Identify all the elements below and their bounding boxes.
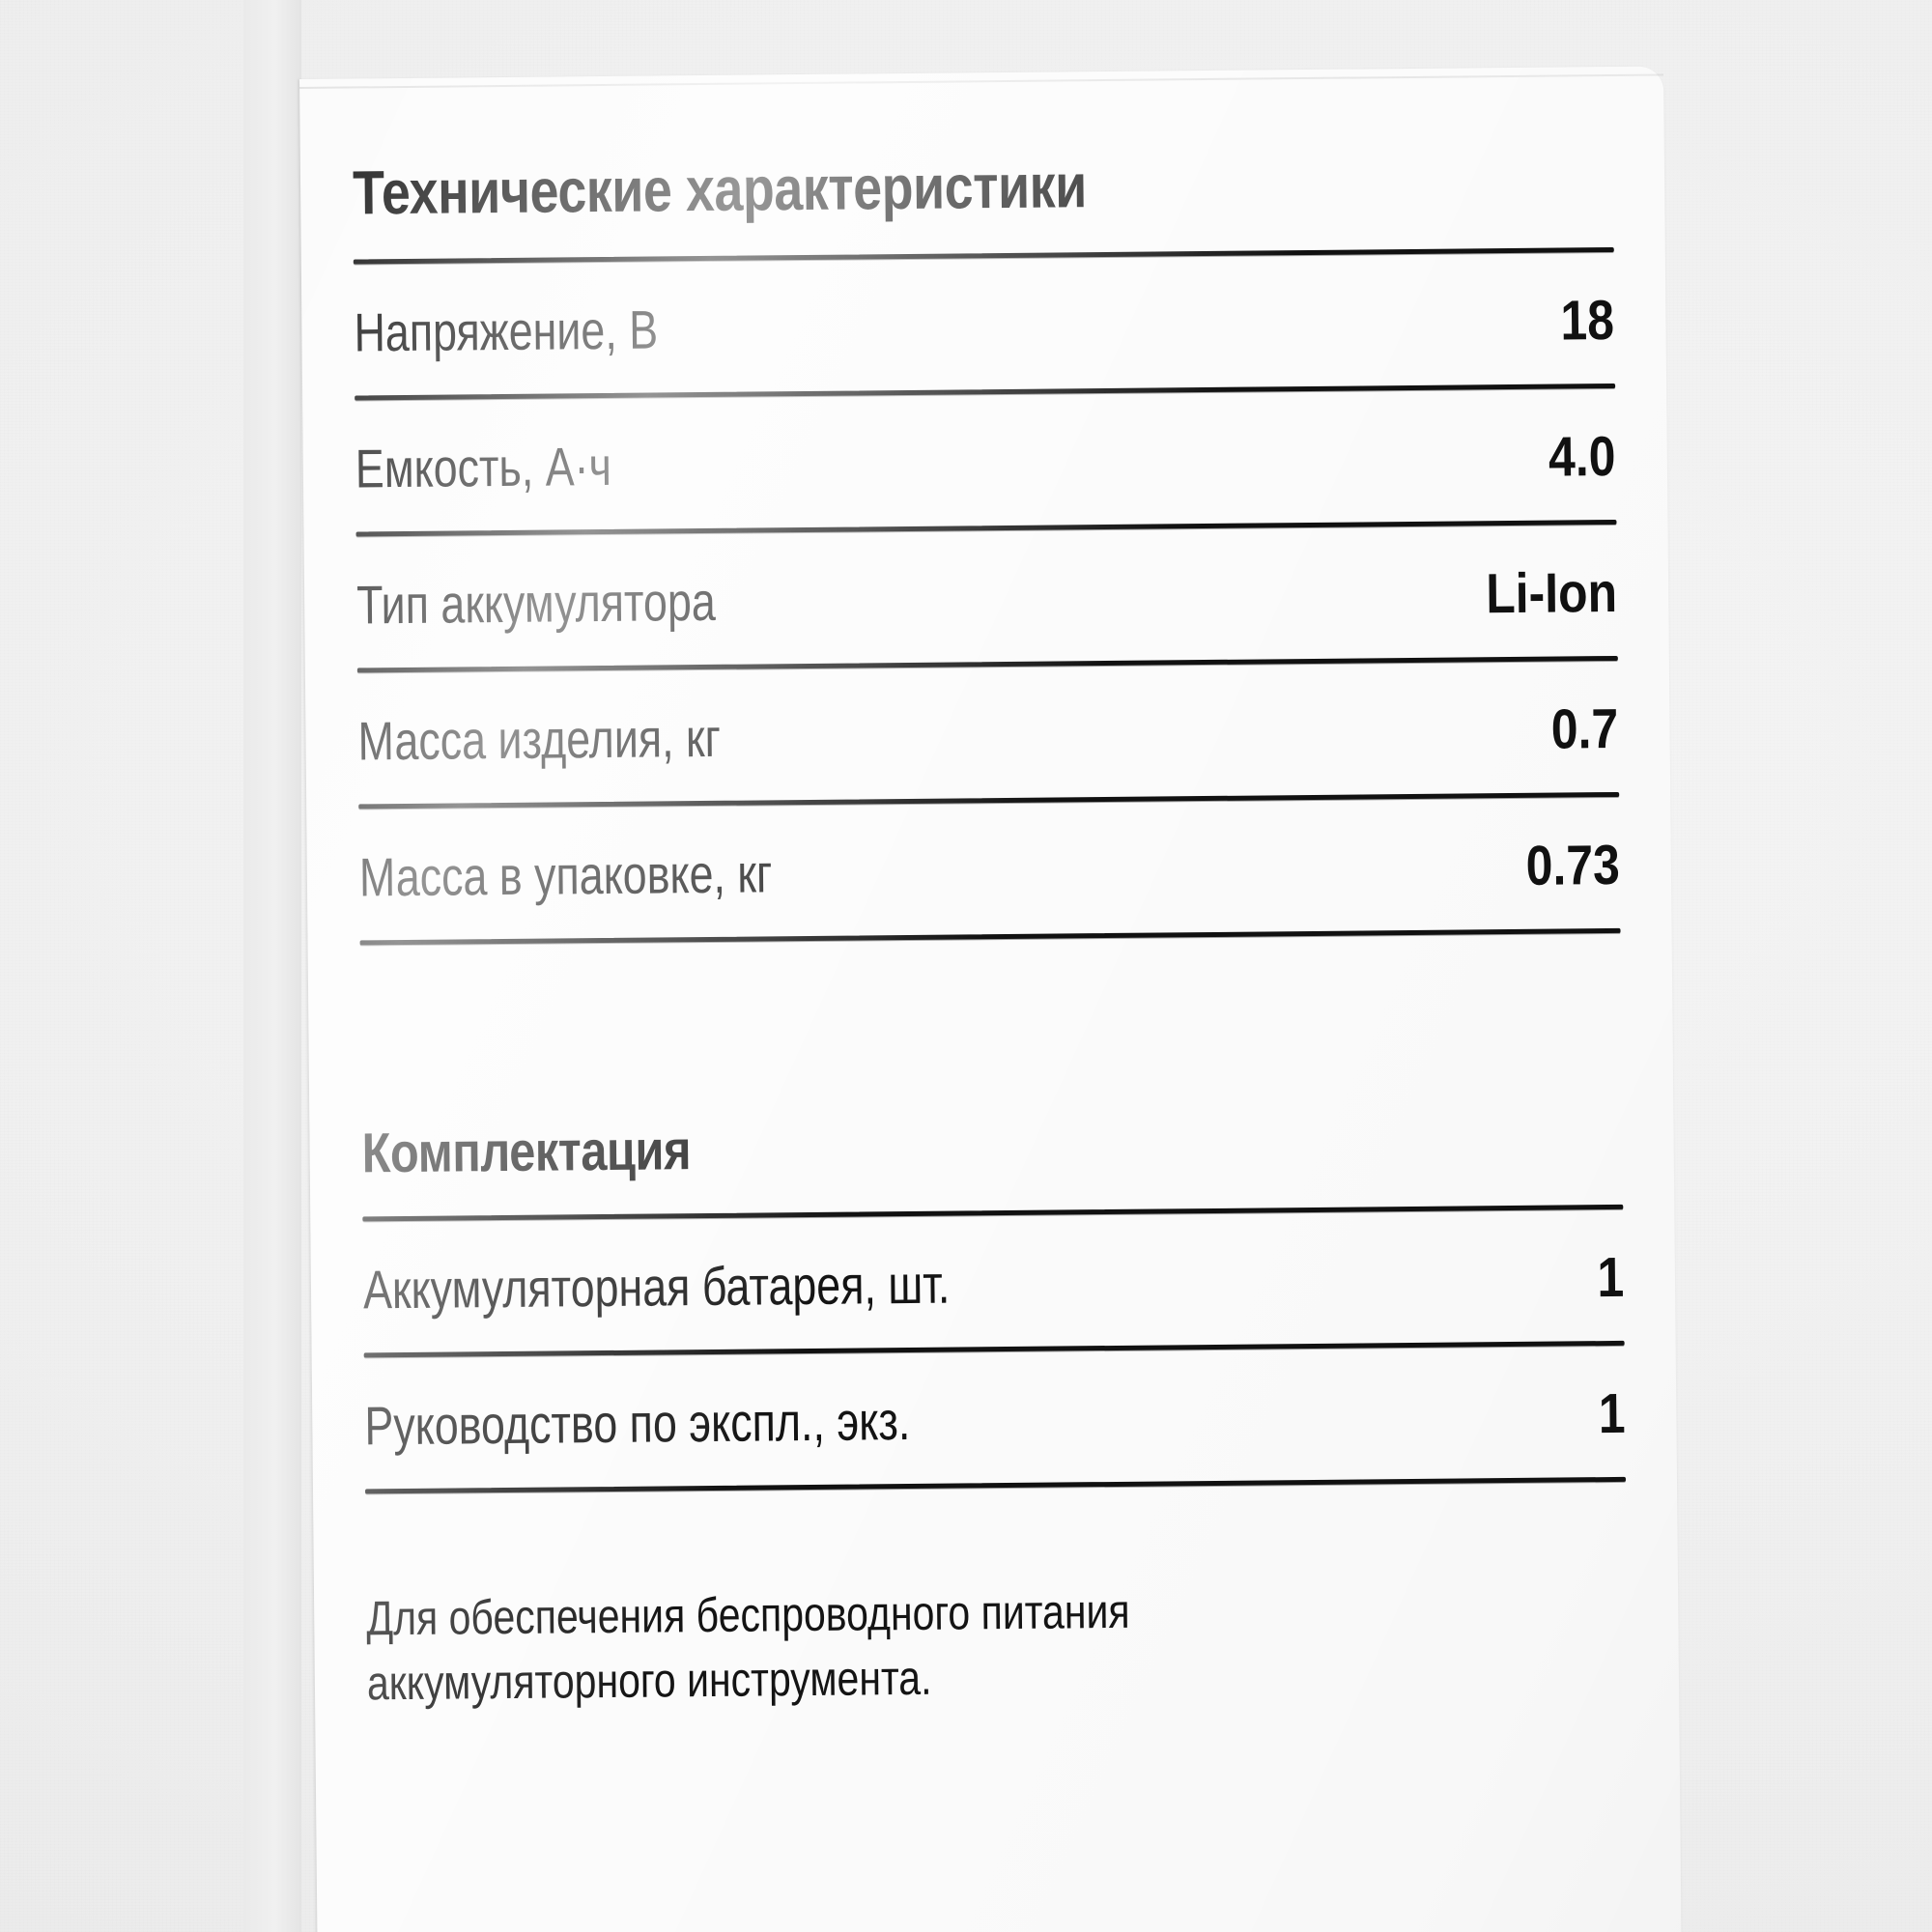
specs-section-heading: Технические характеристики	[352, 151, 1088, 228]
specifications-table: Напряжение, В 18 Емкость, А·ч 4.0	[353, 247, 1621, 946]
kit-section-heading: Комплектация	[361, 1119, 692, 1185]
table-row: Тип аккумулятора Li-Ion	[356, 525, 1618, 668]
table-row: Емкость, А·ч 4.0	[355, 388, 1617, 532]
section-gap	[360, 933, 1637, 1125]
footnote-line-2: аккумуляторного инструмента.	[366, 1651, 932, 1711]
spec-value-package-weight: 0.73	[1525, 834, 1621, 898]
kit-label-battery-pack: Аккумуляторная батарея, шт.	[362, 1254, 951, 1321]
kit-table: Аккумуляторная батарея, шт. 1 Руководств…	[362, 1205, 1627, 1494]
table-row: Аккумуляторная батарея, шт. 1	[362, 1209, 1625, 1353]
spec-value-voltage: 18	[1560, 289, 1615, 353]
table-row: Масса в упаковке, кг 0.73	[358, 797, 1621, 941]
spec-label-card: Технические характеристики Напряжение, В…	[299, 66, 1682, 1932]
purpose-footnote: Для обеспечения беспроводного питания ак…	[366, 1577, 1409, 1716]
spec-label-capacity: Емкость, А·ч	[355, 436, 612, 499]
spec-label-voltage: Напряжение, В	[354, 298, 659, 363]
package-left-edge-band	[243, 0, 301, 1932]
spec-label-package-weight: Масса в упаковке, кг	[358, 842, 773, 908]
table-row: Напряжение, В 18	[354, 252, 1615, 396]
label-content: Технические характеристики Напряжение, В…	[353, 150, 1642, 1717]
table-row: Масса изделия, кг 0.7	[357, 661, 1619, 805]
kit-label-manual: Руководство по экспл., экз.	[364, 1390, 911, 1457]
spec-label-battery-type: Тип аккумулятора	[355, 571, 717, 636]
kit-value-manual: 1	[1598, 1382, 1626, 1446]
spec-value-capacity: 4.0	[1548, 425, 1617, 489]
kit-value-battery-pack: 1	[1596, 1246, 1625, 1310]
spec-label-product-weight: Масса изделия, кг	[357, 707, 722, 772]
footnote-line-1: Для обеспечения беспроводного питания	[366, 1584, 1130, 1646]
spec-value-product-weight: 0.7	[1550, 697, 1619, 761]
spec-value-battery-type: Li-Ion	[1486, 561, 1618, 626]
table-row: Руководство по экспл., экз. 1	[364, 1346, 1626, 1490]
